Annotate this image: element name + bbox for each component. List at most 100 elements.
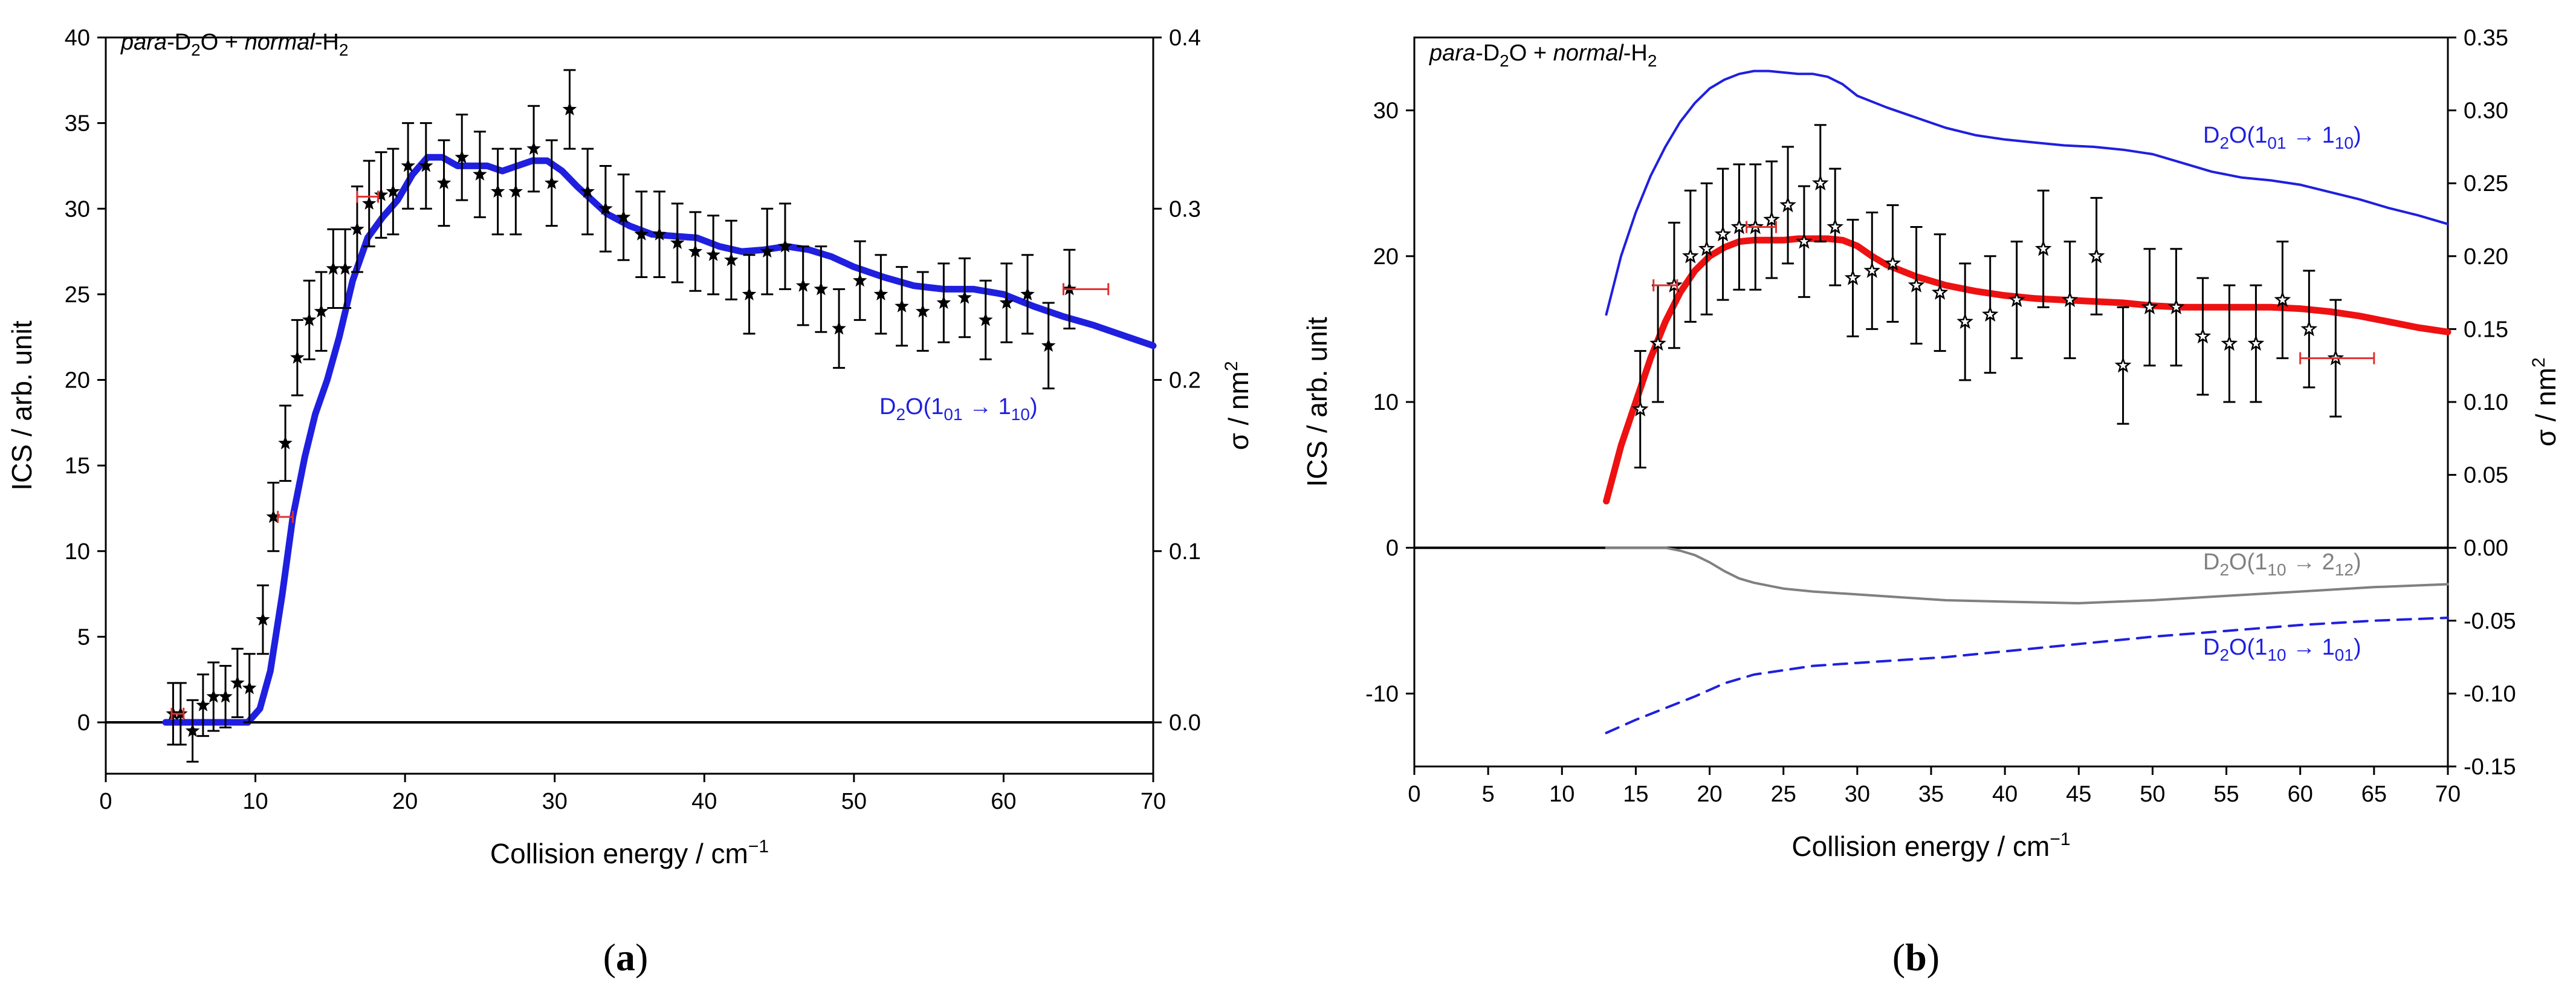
- y-right-axis-label: σ / nm2: [1222, 361, 1254, 450]
- series-label: D2O(110 → 101): [2203, 635, 2361, 664]
- data-point: [616, 209, 631, 224]
- x-tick-label: 10: [1549, 782, 1574, 807]
- data-point: [1041, 338, 1056, 352]
- data-point: [2300, 320, 2318, 337]
- x-tick-label: 15: [1623, 782, 1648, 807]
- y-right-tick-label: 0.20: [2464, 244, 2508, 270]
- y-left-axis-label: ICS / arb. unit: [1301, 317, 1333, 487]
- y-left-tick-label: 30: [1373, 99, 1399, 124]
- y-right-tick-label: 0.25: [2464, 171, 2508, 196]
- data-point: [814, 281, 829, 296]
- y-left-tick-label: 20: [65, 368, 90, 394]
- data-point: [1931, 283, 1949, 300]
- x-tick-label: 40: [691, 789, 717, 814]
- x-tick-label: 20: [1697, 782, 1722, 807]
- data-point: [196, 698, 210, 711]
- y-left-axis-label: ICS / arb. unit: [6, 320, 37, 490]
- data-point: [1714, 225, 1732, 242]
- x-tick-label: 55: [2213, 782, 2239, 807]
- y-right-tick-label: -0.05: [2464, 609, 2516, 634]
- data-point: [1884, 254, 1901, 271]
- data-point: [490, 184, 505, 198]
- y-right-tick-label: 0.00: [2464, 536, 2508, 561]
- data-point: [2221, 334, 2238, 351]
- data-point: [852, 273, 867, 287]
- data-point: [1863, 262, 1881, 278]
- data-point: [361, 196, 377, 210]
- y-right-tick-label: 0.3: [1169, 196, 1201, 222]
- series-line: [1603, 235, 2451, 505]
- data-point: [526, 141, 541, 155]
- x-tick-label: 70: [1141, 789, 1166, 814]
- data-point: [1730, 218, 1748, 235]
- data-point: [670, 235, 685, 249]
- y-left-tick-label: 20: [1373, 244, 1399, 270]
- data-point: [562, 102, 577, 116]
- data-point: [2061, 291, 2079, 307]
- chart-title: para-D2O + normal-H2: [120, 30, 348, 59]
- data-point: [999, 295, 1014, 309]
- x-tick-label: 60: [2288, 782, 2313, 807]
- x-tick-label: 50: [841, 789, 867, 814]
- data-point: [473, 167, 487, 181]
- y-left-tick-label: 40: [65, 25, 90, 51]
- y-left-tick-label: -10: [1365, 681, 1399, 707]
- data-point: [2114, 357, 2132, 373]
- data-point: [386, 184, 401, 198]
- data-point: [326, 261, 341, 275]
- x-tick-label: 20: [392, 789, 418, 814]
- y-right-tick-label: 0.15: [2464, 317, 2508, 342]
- series-line: [162, 154, 1157, 726]
- data-point: [206, 689, 221, 703]
- data-point: [302, 312, 317, 326]
- data-point: [2008, 291, 2025, 307]
- data-point: [2194, 327, 2212, 344]
- data-point: [634, 227, 649, 241]
- data-point: [1682, 247, 1699, 264]
- chart-title: para-D2O + normal-H2: [1429, 40, 1657, 70]
- data-point: [598, 201, 613, 215]
- data-point: [2034, 240, 2052, 256]
- x-axis-label: Collision energy / cm−1: [1791, 829, 2070, 862]
- chart-panel-b: 0 5 10 15 20 25 30 35 40 45 50 55 60 65 70 -10 0 10 20 30 -0…: [1301, 25, 2561, 979]
- panel-caption: (a): [603, 936, 649, 979]
- x-tick-label: 0: [99, 789, 112, 814]
- data-point: [936, 295, 951, 309]
- y-right-tick-label: 0.35: [2464, 25, 2508, 51]
- y-left-tick-label: 10: [65, 539, 90, 565]
- data-point: [401, 158, 415, 172]
- series-label: D2O(101 → 110): [879, 394, 1038, 424]
- data-point: [1698, 240, 1715, 256]
- y-right-tick-label: 0.30: [2464, 99, 2508, 124]
- data-point: [338, 261, 352, 275]
- y-left-tick-label: 15: [65, 453, 90, 479]
- data-point: [2167, 298, 2185, 314]
- data-point: [508, 184, 523, 198]
- series-label: D2O(110 → 212): [2203, 549, 2361, 579]
- data-point: [760, 244, 775, 258]
- data-point: [1020, 287, 1035, 300]
- y-left-tick-label: 25: [65, 282, 90, 308]
- data-point: [795, 278, 811, 292]
- data-point: [1908, 276, 1925, 293]
- data-point: [724, 252, 739, 267]
- data-point: [1631, 400, 1649, 416]
- series-label: D2O(101 → 110): [2203, 123, 2361, 152]
- chart-panel-a: 0 10 20 30 40 50 60 70 0 5 10 15 20 25 30 35 40 0.0 0.1 0.2…: [6, 25, 1254, 979]
- y-right-tick-label: 0.05: [2464, 463, 2508, 488]
- panel-caption: (b): [1892, 936, 1940, 979]
- y-left-tick-label: 35: [65, 111, 90, 137]
- series-line: [1605, 70, 2449, 316]
- data-point: [1956, 313, 1973, 329]
- series-line: [1605, 546, 2449, 604]
- data-point: [218, 689, 233, 703]
- x-tick-label: 25: [1771, 782, 1796, 807]
- data-point: [2247, 334, 2265, 351]
- x-tick-label: 30: [1845, 782, 1870, 807]
- data-point: [706, 247, 720, 261]
- x-tick-label: 60: [991, 789, 1016, 814]
- x-tick-label: 70: [2435, 782, 2461, 807]
- y-right-axis-label: σ / nm2: [2529, 357, 2561, 446]
- data-point: [455, 149, 470, 164]
